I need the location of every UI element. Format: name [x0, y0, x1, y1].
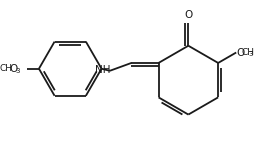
Text: O: O	[237, 47, 245, 58]
Text: CH: CH	[0, 64, 12, 73]
Text: CH: CH	[242, 48, 255, 57]
Text: 3: 3	[15, 68, 20, 74]
Text: 3: 3	[248, 51, 253, 57]
Text: O: O	[184, 10, 193, 20]
Text: O: O	[9, 64, 18, 74]
Text: NH: NH	[95, 65, 111, 75]
